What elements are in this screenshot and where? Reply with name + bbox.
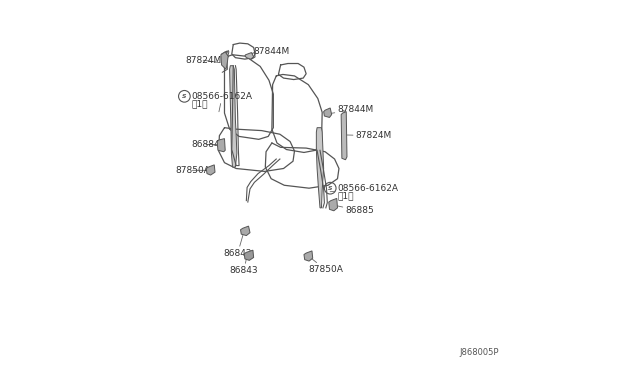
Polygon shape [241, 226, 250, 235]
Polygon shape [230, 66, 237, 167]
Text: 08566-6162A: 08566-6162A [191, 92, 253, 112]
Polygon shape [304, 251, 313, 261]
Text: S: S [328, 186, 332, 191]
Polygon shape [221, 52, 228, 69]
Text: 86885: 86885 [335, 205, 374, 215]
Text: 87824M: 87824M [185, 56, 221, 65]
Text: 87824M: 87824M [347, 131, 392, 140]
Text: 86842: 86842 [223, 235, 252, 258]
Polygon shape [341, 112, 347, 160]
Text: （1）: （1） [337, 192, 354, 201]
Polygon shape [217, 139, 225, 152]
Polygon shape [324, 108, 332, 118]
Polygon shape [245, 52, 253, 59]
Polygon shape [329, 198, 337, 211]
Polygon shape [244, 250, 253, 260]
Text: 86843: 86843 [230, 257, 258, 275]
Text: 86884: 86884 [191, 140, 220, 149]
Text: 87844M: 87844M [327, 105, 374, 114]
Text: 08566-6162A: 08566-6162A [330, 184, 399, 193]
Text: S: S [182, 94, 187, 99]
Text: 87844M: 87844M [250, 47, 290, 56]
Text: J868005P: J868005P [459, 348, 499, 357]
Polygon shape [206, 165, 215, 175]
Text: （1）: （1） [191, 99, 208, 108]
Text: 87850A: 87850A [308, 257, 343, 274]
Text: 87850A: 87850A [175, 166, 210, 175]
Polygon shape [316, 128, 324, 208]
